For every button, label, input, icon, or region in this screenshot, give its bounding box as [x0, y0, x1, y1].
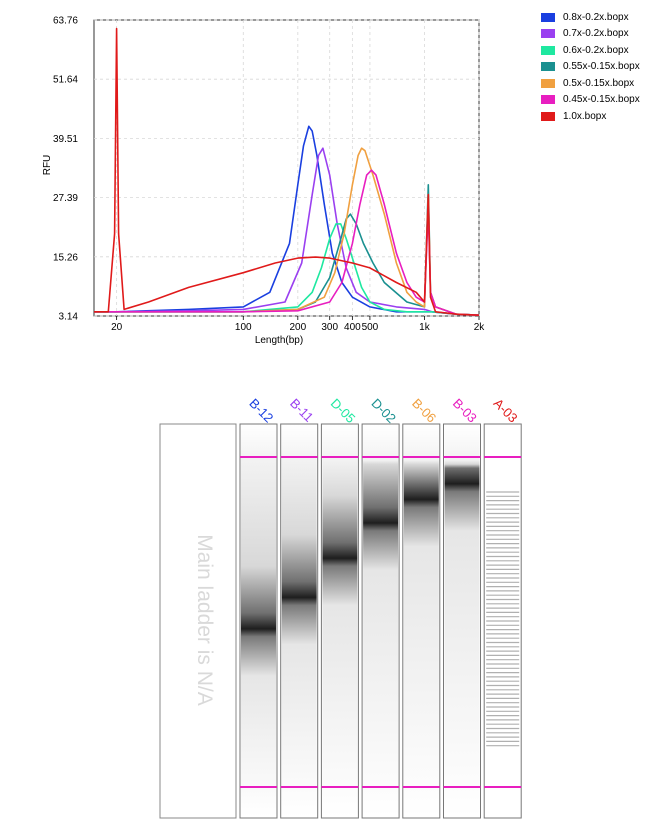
legend-swatch [541, 29, 555, 39]
series-lines [94, 27, 480, 316]
legend-swatch [541, 111, 555, 121]
legend-label: 0.6x-0.2x.bopx [563, 44, 629, 56]
lane-smear [444, 425, 480, 817]
lane-label: A-03 [491, 396, 521, 426]
lane-smear [322, 425, 358, 817]
x-tick-label: 300 [321, 322, 338, 333]
lane-smear [403, 425, 439, 817]
lane-label: D-02 [368, 396, 399, 427]
legend-label: 0.45x-0.15x.bopx [563, 94, 640, 106]
series-line [94, 27, 480, 316]
legend-label: 0.8x-0.2x.bopx [563, 11, 629, 23]
legend-label: 0.5x-0.15x.bopx [563, 77, 635, 89]
y-tick-label: 27.39 [53, 193, 78, 204]
x-tick-label: 20 [111, 322, 123, 333]
ladder-lane [159, 423, 237, 819]
legend-swatch [541, 95, 555, 105]
x-tick-label: 400 [344, 322, 361, 333]
x-axis-ticks: 20 100 200 300 400 500 1k 2k [111, 316, 485, 333]
gel-lane [361, 423, 400, 819]
legend-item: 1.0x.bopx [541, 108, 640, 125]
legend-swatch [541, 78, 555, 88]
lane-smear [363, 425, 399, 817]
x-axis-title: Length(bp) [255, 335, 303, 346]
y-tick-label: 15.26 [53, 252, 78, 263]
chart-legend: 0.8x-0.2x.bopx 0.7x-0.2x.bopx 0.6x-0.2x.bo… [541, 9, 640, 125]
lane-label: D-05 [328, 396, 359, 427]
lane-label: B-12 [246, 396, 276, 426]
x-tick-label: 100 [235, 322, 252, 333]
series-line [94, 223, 480, 316]
legend-item: 0.7x-0.2x.bopx [541, 26, 640, 43]
legend-item: 0.55x-0.15x.bopx [541, 59, 640, 76]
lane-label: B-03 [450, 396, 480, 426]
gel-lane [320, 423, 359, 819]
legend-item: 0.8x-0.2x.bopx [541, 9, 640, 26]
gel-lane [443, 423, 481, 819]
lane-label: B-06 [409, 396, 439, 426]
legend-label: 0.55x-0.15x.bopx [563, 61, 640, 73]
legend-item: 0.45x-0.15x.bopx [541, 92, 640, 109]
y-axis-title: RFU [42, 155, 53, 176]
y-tick-label: 3.14 [59, 312, 79, 323]
gel-lane [280, 423, 319, 819]
y-axis-ticks: 3.14 15.26 27.39 39.51 51.64 63.76 [53, 16, 78, 323]
gel-lane [483, 423, 522, 819]
ladder-unavailable-text: Main ladder is N/A [193, 534, 216, 706]
gel-lane-labels: B-12 B-11 D-05 D-02 B-06 B-03 A-03 [246, 396, 520, 427]
y-tick-label: 63.76 [53, 16, 78, 27]
x-tick-label: 2k [474, 322, 486, 333]
legend-swatch [541, 45, 555, 55]
electropherogram-chart: 20 100 200 300 400 500 1k 2k 3.14 15.26 27.39 39.5… [42, 16, 485, 347]
x-tick-label: 500 [362, 322, 379, 333]
grid-horizontal [94, 19, 479, 317]
gel-lane [402, 423, 441, 819]
lane-smear [281, 425, 317, 817]
lane-smear [241, 425, 276, 817]
gel-lanes [239, 423, 522, 819]
x-tick-label: 200 [289, 322, 306, 333]
legend-swatch [541, 62, 555, 72]
legend-item: 0.6x-0.2x.bopx [541, 42, 640, 59]
y-tick-label: 51.64 [53, 75, 78, 86]
lane-label: B-11 [287, 396, 316, 425]
legend-label: 1.0x.bopx [563, 110, 607, 122]
series-line [94, 147, 480, 316]
x-tick-label: 1k [419, 322, 431, 333]
legend-label: 0.7x-0.2x.bopx [563, 28, 629, 40]
gel-lane [239, 423, 278, 819]
plot-area [93, 19, 480, 317]
legend-item: 0.5x-0.15x.bopx [541, 75, 640, 92]
legend-swatch [541, 12, 555, 22]
y-tick-label: 39.51 [53, 134, 78, 145]
